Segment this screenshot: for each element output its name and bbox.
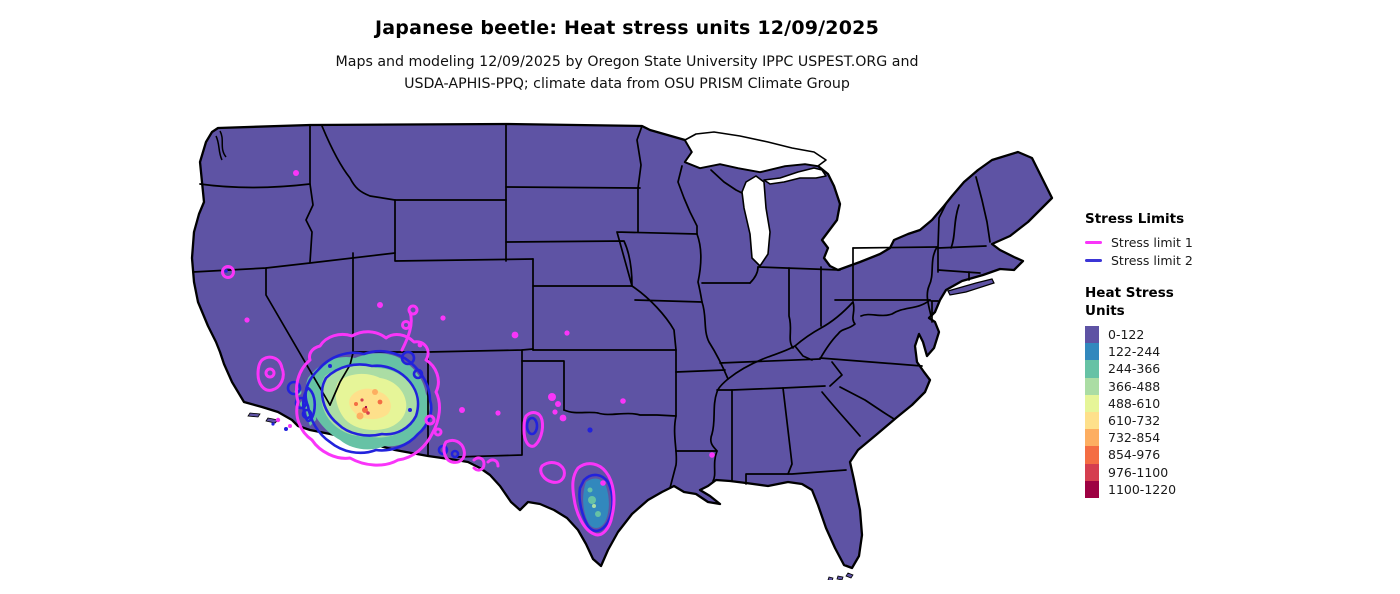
heat-stress-class-label: 732-854: [1108, 430, 1161, 446]
stress-limit-label: Stress limit 2: [1111, 252, 1193, 268]
heat-stress-class-label: 488-610: [1108, 395, 1161, 411]
heat-stress-color-swatch: [1085, 394, 1099, 412]
heat-stress-class-item: 488-610: [1085, 394, 1315, 412]
stress-limit-2-contours: [286, 349, 614, 533]
subtitle-line-2: USDA-APHIS-PPQ; climate data from OSU PR…: [404, 76, 850, 92]
heat-stress-color-swatch: [1085, 429, 1099, 447]
heat-stress-title: Heat Stress Units: [1085, 284, 1315, 320]
heat-stress-class-label: 366-488: [1108, 378, 1161, 394]
heat-stress-class-label: 1100-1220: [1108, 481, 1177, 497]
land: [190, 122, 1054, 582]
heat-stress-class-label: 0-122: [1108, 327, 1145, 343]
heat-stress-class-item: 854-976: [1085, 446, 1315, 464]
heat-stress-color-swatch: [1085, 360, 1099, 378]
heat-stress-class-item: 976-1100: [1085, 463, 1315, 481]
heat-stress-class-label: 244-366: [1108, 361, 1161, 377]
heat-raster-south-texas: [583, 478, 609, 528]
heat-stress-color-swatch: [1085, 377, 1099, 395]
great-lakes: [684, 131, 827, 267]
puget-sound-inlet: [215, 130, 227, 161]
stress-limits-items: Stress limit 1 Stress limit 2: [1085, 234, 1315, 269]
heat-stress-swatches: 0-122 122-244 244-366 366-488 488-610 610-732…: [1085, 326, 1315, 498]
state-borders: [192, 123, 991, 489]
lake-michigan: [741, 175, 771, 267]
heat-stress-color-swatch: [1085, 411, 1099, 430]
heat-stress-class-label: 854-976: [1108, 447, 1161, 463]
long-island: [947, 278, 995, 296]
heat-stress-class-label: 976-1100: [1108, 464, 1169, 480]
heat-stress-title-line-2: Units: [1085, 303, 1125, 319]
stress-limit-label: Stress limit 1: [1111, 235, 1193, 251]
subtitle-line-1: Maps and modeling 12/09/2025 by Oregon S…: [335, 54, 919, 70]
heat-stress-class-item: 0-122: [1085, 326, 1315, 344]
heat-stress-color-swatch: [1085, 463, 1099, 481]
heat-stress-class-item: 122-244: [1085, 343, 1315, 361]
stress-limit-2-dots: [224, 269, 593, 433]
legend-panel: Stress Limits Stress limit 1 Stress limit…: [1085, 211, 1315, 498]
stress-limit-item: Stress limit 1: [1085, 234, 1315, 252]
lake-superior: [684, 131, 827, 173]
heat-raster-arizona: [294, 353, 430, 450]
heat-stress-title-line-1: Heat Stress: [1085, 285, 1174, 301]
heat-stress-class-item: 610-732: [1085, 411, 1315, 430]
heat-stress-class-item: 732-854: [1085, 429, 1315, 447]
heat-stress-color-swatch: [1085, 343, 1099, 361]
mackinac-strait: [763, 167, 827, 185]
map-area: [180, 120, 1060, 582]
heat-stress-class-item: 366-488: [1085, 377, 1315, 395]
stress-limit-1-contours: [221, 265, 616, 537]
stress-limit-item: Stress limit 2: [1085, 252, 1315, 270]
heat-stress-class-item: 1100-1220: [1085, 480, 1315, 498]
heat-stress-color-swatch: [1085, 480, 1099, 498]
florida-keys: [827, 572, 854, 582]
heat-stress-class-label: 122-244: [1108, 344, 1161, 360]
us-map: [190, 122, 1054, 582]
stress-limit-line-swatch: [1085, 258, 1102, 262]
page-subtitle: Maps and modeling 12/09/2025 by Oregon S…: [187, 51, 1067, 95]
title-block: Japanese beetle: Heat stress units 12/09…: [187, 17, 1067, 95]
stress-limits-title: Stress Limits: [1085, 211, 1185, 227]
heat-stress-color-swatch: [1085, 446, 1099, 464]
channel-islands: [247, 412, 279, 424]
heat-stress-color-swatch: [1085, 326, 1099, 344]
stress-limit-1-dots: [244, 170, 715, 486]
page-title: Japanese beetle: Heat stress units 12/09…: [374, 17, 879, 39]
heat-stress-class-item: 244-366: [1085, 360, 1315, 378]
stress-limit-line-swatch: [1085, 241, 1102, 245]
heat-stress-class-label: 610-732: [1108, 413, 1161, 429]
